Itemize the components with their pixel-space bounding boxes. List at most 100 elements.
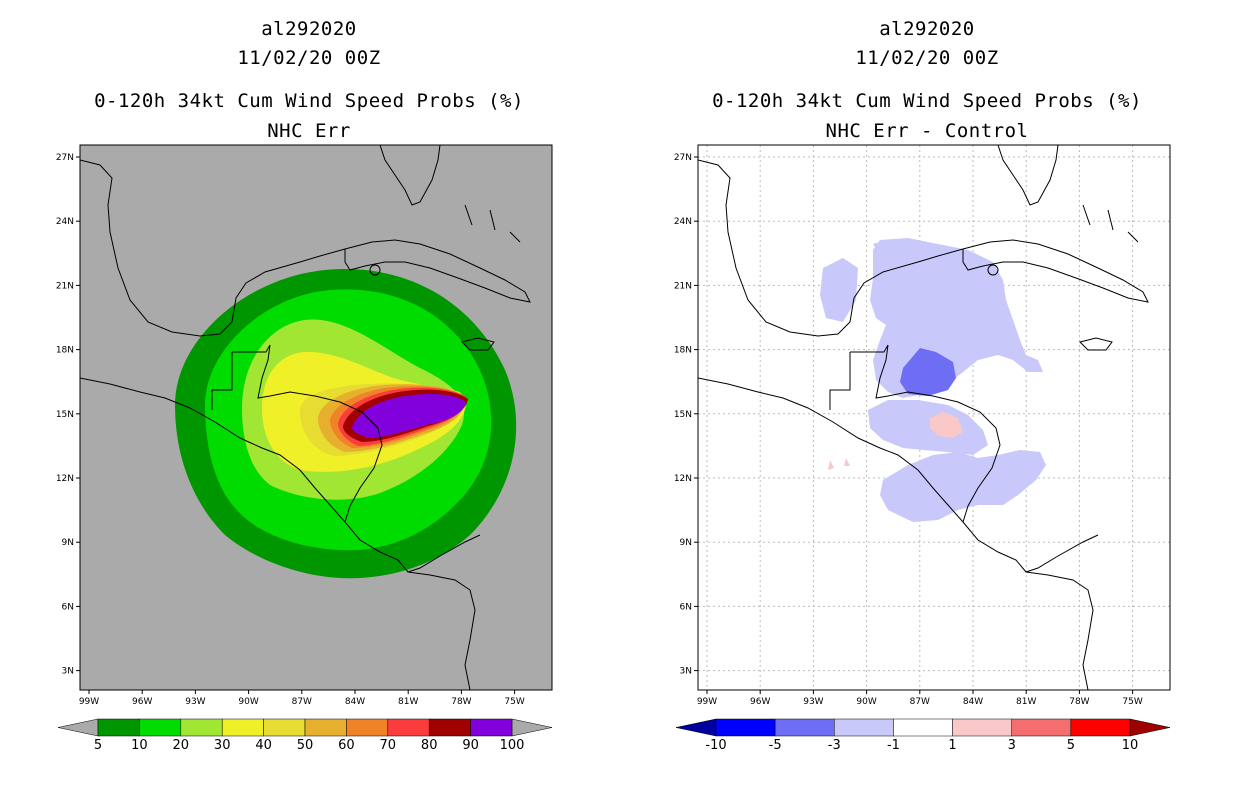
colorbar-swatch — [1070, 718, 1131, 737]
colorbar-swatch — [304, 718, 347, 737]
left-subtitle: NHC Err — [267, 120, 351, 142]
coastline-bahamas — [1082, 204, 1139, 243]
isla-juventud — [369, 264, 381, 276]
coastline-mexico — [80, 159, 346, 337]
colorbar-label: 50 — [297, 738, 314, 753]
colorbar-swatch — [834, 718, 894, 737]
lon-tick-label: 84W — [345, 697, 365, 707]
lat-tick-label: 3N — [680, 667, 692, 677]
coastline-cuba — [344, 239, 531, 303]
lat-tick-label: 27N — [56, 153, 74, 163]
isla-juventud — [987, 264, 999, 276]
colorbar-swatch — [470, 718, 513, 737]
lat-tick-label: 24N — [674, 217, 692, 227]
lon-tick-label: 81W — [1016, 697, 1036, 707]
lon-tick-label: 87W — [292, 697, 312, 707]
colorbar-label: 3 — [1008, 738, 1016, 753]
coastline-mexico — [698, 159, 964, 337]
colorbar-label: 80 — [421, 738, 438, 753]
lon-tick-label: 99W — [697, 697, 717, 707]
left-panel: al292020 11/02/20 00Z 0-120h 34kt Cum Wi… — [56, 18, 553, 753]
diff-negative-light-patch-nw — [873, 240, 890, 255]
coastline-colombia — [407, 571, 476, 690]
colorbar-label: 10 — [1122, 738, 1139, 753]
lon-tick-label: 78W — [1069, 697, 1089, 707]
left-map-frame — [79, 144, 553, 691]
colorbar-label: 5 — [94, 738, 102, 753]
lat-tick-label: 12N — [674, 474, 692, 484]
lon-tick-label: 87W — [910, 697, 930, 707]
colorbar-swatch — [97, 718, 140, 737]
lon-tick-label: 75W — [504, 697, 524, 707]
colorbar-label: 70 — [380, 738, 397, 753]
lon-tick-label: 75W — [1122, 697, 1142, 707]
diff-negative-medium — [900, 348, 956, 396]
colorbar-label: -1 — [887, 738, 900, 753]
lat-tick-label: 6N — [680, 602, 692, 612]
colorbar-label: 40 — [255, 738, 272, 753]
colorbar-swatch — [1011, 718, 1072, 737]
diff-positive-light-3 — [844, 458, 850, 466]
colorbar-swatch — [180, 718, 223, 737]
right-title: 0-120h 34kt Cum Wind Speed Probs (%) — [712, 90, 1142, 112]
diff-positive-light-2 — [828, 460, 834, 470]
lon-tick-label: 84W — [963, 697, 983, 707]
right-difference-field — [820, 238, 1046, 522]
colorbar-swatch — [952, 718, 1012, 737]
lon-tick-label: 96W — [132, 697, 152, 707]
colorbar-swatch — [221, 718, 264, 737]
coastline-florida — [997, 145, 1059, 206]
lat-tick-label: 15N — [674, 410, 692, 420]
diff-positive-light-1 — [930, 412, 963, 438]
coastline-pacific-central-america — [80, 377, 481, 573]
colorbar-label: 30 — [214, 738, 231, 753]
border-guatemala — [211, 352, 233, 410]
lon-tick-label: 78W — [451, 697, 471, 707]
coastline-jamaica — [461, 337, 495, 351]
right-lat-axis: 27N 24N 21N 18N 15N 12N 9N 6N 3N — [674, 153, 698, 677]
coastline-pacific-central-america — [698, 377, 1099, 573]
coastline-jamaica — [1079, 337, 1113, 351]
coastline-florida — [379, 145, 441, 206]
colorbar-label: 1 — [948, 738, 956, 753]
diff-negative-light-north — [820, 258, 858, 322]
right-datetime: 11/02/20 00Z — [855, 47, 999, 69]
colorbar-label: 5 — [1067, 738, 1075, 753]
colorbar-swatch — [346, 718, 389, 737]
colorbar-swatch — [263, 718, 306, 737]
prob-contour-90 — [352, 394, 466, 438]
colorbar-swatch — [893, 718, 953, 737]
right-map-frame — [697, 144, 1171, 691]
colorbar-arrow-left — [57, 718, 99, 737]
colorbar-label: 20 — [173, 738, 190, 753]
colorbar-swatch — [428, 718, 471, 737]
lon-tick-label: 99W — [79, 697, 99, 707]
colorbar-arrow-left — [675, 718, 717, 737]
lat-tick-label: 15N — [56, 410, 74, 420]
colorbar-arrow-right — [511, 718, 553, 737]
lon-tick-label: 96W — [750, 697, 770, 707]
colorbar-label: 100 — [500, 738, 525, 753]
colorbar-label: 60 — [338, 738, 355, 753]
colorbar-swatch — [774, 718, 835, 737]
left-title: 0-120h 34kt Cum Wind Speed Probs (%) — [94, 90, 524, 112]
lon-tick-label: 90W — [856, 697, 876, 707]
coastline-caribbean-side — [850, 344, 1001, 523]
left-probability-field — [175, 269, 517, 579]
colorbar-label: 10 — [131, 738, 148, 753]
right-coastlines — [698, 145, 1149, 690]
left-lon-axis: 99W 96W 93W 90W 87W 84W 81W 78W 75W — [79, 690, 525, 707]
right-colorbar: -10 -5 -3 -1 1 3 5 10 — [675, 718, 1171, 753]
left-datetime: 11/02/20 00Z — [237, 47, 381, 69]
lat-tick-label: 18N — [56, 346, 74, 356]
right-map-svg: 27N 24N 21N 18N 15N 12N 9N 6N 3N 99W 96W 93W 90W 87W… — [674, 144, 1171, 753]
lat-tick-label: 27N — [674, 153, 692, 163]
right-subtitle: NHC Err - Control — [825, 120, 1029, 142]
diff-negative-light-south — [880, 450, 1046, 522]
left-lat-axis: 27N 24N 21N 18N 15N 12N 9N 6N 3N — [56, 153, 80, 677]
right-lon-axis: 99W 96W 93W 90W 87W 84W 81W 78W 75W — [697, 690, 1143, 707]
right-panel: al292020 11/02/20 00Z 0-120h 34kt Cum Wi… — [618, 0, 1236, 800]
lat-tick-label: 21N — [674, 281, 692, 291]
coastline-cuba — [962, 239, 1149, 303]
left-colorbar: 5 10 20 30 40 50 60 70 80 90 100 — [57, 718, 553, 753]
